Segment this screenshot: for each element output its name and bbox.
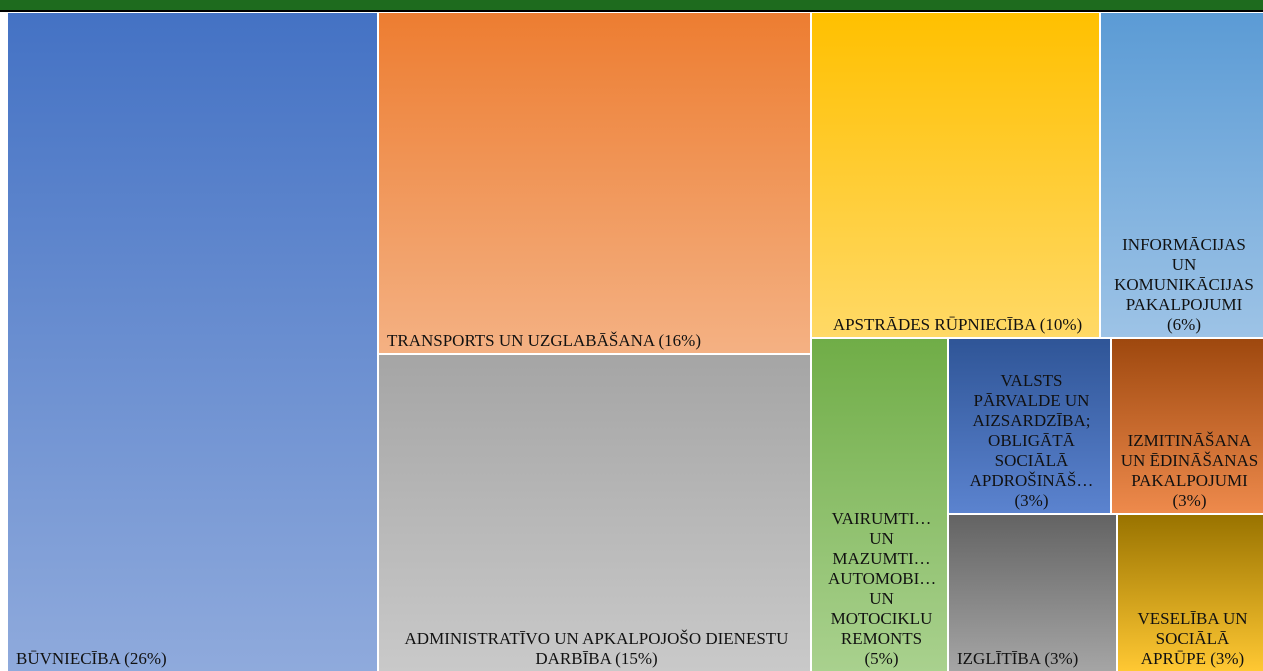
cell-label: APSTRĀDES RŪPNIECĪBA (10%) — [820, 315, 1095, 335]
cell-label: INFORMĀCIJAS UN KOMUNIKĀCIJAS PAKALPOJUM… — [1109, 235, 1259, 335]
cell-label: BŪVNIECĪBA (26%) — [16, 649, 373, 669]
value-label: (15%) — [615, 649, 658, 668]
value-label: (26%) — [124, 649, 167, 668]
category-label: TRANSPORTS UN UZGLABĀŠANA — [387, 331, 655, 350]
title-bar — [0, 0, 1263, 12]
cell-label: TRANSPORTS UN UZGLABĀŠANA (16%) — [387, 331, 806, 351]
treemap-cell: VALSTS PĀRVALDE UN AIZSARDZĪBA; OBLIGĀTĀ… — [949, 339, 1110, 513]
cell-label: IZMITINĀŠANA UN ĒDINĀŠANAS PAKALPOJUMI (… — [1120, 431, 1259, 511]
treemap-cell: VESELĪBA UN SOCIĀLĀ APRŪPE (3%) — [1118, 515, 1263, 671]
cell-label: IZGLĪTĪBA (3%) — [957, 649, 1112, 669]
category-label: APSTRĀDES RŪPNIECĪBA — [832, 315, 1036, 334]
treemap-cell: APSTRĀDES RŪPNIECĪBA (10%) — [812, 13, 1099, 337]
value-label: (16%) — [658, 331, 701, 350]
treemap-cell: IZMITINĀŠANA UN ĒDINĀŠANAS PAKALPOJUMI (… — [1112, 339, 1263, 513]
category-label: VAIRUMTI… UN MAZUMTI… AUTOMOBI… UN MOTOC… — [828, 509, 937, 648]
treemap-cell: IZGLĪTĪBA (3%) — [949, 515, 1116, 671]
category-label: IZMITINĀŠANA UN ĒDINĀŠANAS PAKALPOJUMI — [1120, 431, 1259, 490]
value-label: (5%) — [864, 649, 899, 668]
cell-label: ADMINISTRATĪVO UN APKALPOJOŠO DIENESTU D… — [387, 629, 806, 669]
treemap-cell: INFORMĀCIJAS UN KOMUNIKĀCIJAS PAKALPOJUM… — [1101, 13, 1263, 337]
value-label: (3%) — [1210, 649, 1245, 668]
value-label: (6%) — [1167, 315, 1201, 334]
category-label: BŪVNIECĪBA — [16, 649, 120, 668]
treemap-cell: TRANSPORTS UN UZGLABĀŠANA (16%) — [379, 13, 810, 353]
category-label: VESELĪBA UN SOCIĀLĀ APRŪPE — [1137, 609, 1248, 668]
treemap-cell: VAIRUMTI… UN MAZUMTI… AUTOMOBI… UN MOTOC… — [812, 339, 947, 671]
category-label: VALSTS PĀRVALDE UN AIZSARDZĪBA; OBLIGĀTĀ… — [969, 371, 1094, 490]
cell-label: VALSTS PĀRVALDE UN AIZSARDZĪBA; OBLIGĀTĀ… — [957, 371, 1106, 511]
treemap-cell: BŪVNIECĪBA (26%) — [8, 13, 377, 671]
treemap-cell: ADMINISTRATĪVO UN APKALPOJOŠO DIENESTU D… — [379, 355, 810, 671]
category-label: INFORMĀCIJAS UN KOMUNIKĀCIJAS PAKALPOJUM… — [1114, 235, 1254, 314]
category-label: ADMINISTRATĪVO UN APKALPOJOŠO DIENESTU D… — [404, 629, 789, 668]
category-label: IZGLĪTĪBA — [957, 649, 1041, 668]
cell-label: VESELĪBA UN SOCIĀLĀ APRŪPE (3%) — [1126, 609, 1259, 669]
value-label: (10%) — [1039, 315, 1083, 334]
cell-label: VAIRUMTI… UN MAZUMTI… AUTOMOBI… UN MOTOC… — [828, 509, 937, 669]
value-label: (3%) — [1172, 491, 1207, 510]
value-label: (3%) — [1014, 491, 1049, 510]
value-label: (3%) — [1044, 649, 1079, 668]
